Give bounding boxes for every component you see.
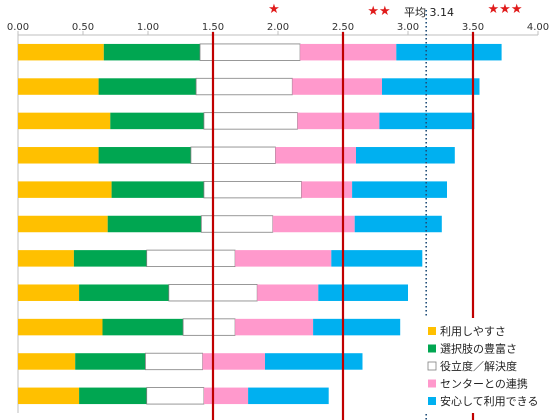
legend-box bbox=[424, 318, 538, 413]
x-tick-label: 2.50 bbox=[332, 22, 354, 33]
average-label: 平均 3.14 bbox=[404, 6, 454, 19]
star-1-annotation: ★ bbox=[268, 2, 280, 17]
legend-label: 利用しやすさ bbox=[440, 325, 506, 338]
bar-segment-series-5 bbox=[313, 318, 401, 336]
x-tick-label: 0.00 bbox=[7, 22, 29, 33]
bar-segment-series-3 bbox=[203, 180, 302, 199]
bar-row bbox=[18, 249, 423, 268]
bar-row bbox=[18, 43, 502, 61]
bar-segment-series-5 bbox=[352, 181, 447, 198]
bar-segment-series-4 bbox=[297, 112, 380, 130]
bar-segment-series-5 bbox=[354, 215, 442, 233]
bar-segment-series-4 bbox=[300, 43, 397, 61]
bar-segment-series-2 bbox=[111, 181, 204, 198]
legend-swatch bbox=[427, 361, 437, 371]
legend-swatch bbox=[428, 379, 436, 388]
star-2-annotation: ★★ bbox=[367, 4, 390, 19]
bar-segment-series-2 bbox=[102, 318, 184, 336]
bar-segment-series-5 bbox=[396, 43, 502, 61]
x-tick-label: 4.00 bbox=[527, 22, 549, 33]
bar-segment-series-3 bbox=[144, 352, 203, 371]
bar-segment-series-5 bbox=[318, 284, 408, 301]
bar-segment-series-5 bbox=[248, 387, 329, 405]
bar-segment-series-4 bbox=[203, 387, 249, 405]
bar-segment-series-5 bbox=[356, 147, 455, 164]
bar-row bbox=[18, 77, 480, 96]
bar-segment-series-4 bbox=[235, 318, 314, 336]
bar-row bbox=[18, 215, 442, 233]
bar-segment-series-3 bbox=[199, 43, 301, 61]
bar-segment-series-4 bbox=[272, 215, 355, 233]
bar-segment-series-1 bbox=[18, 181, 112, 198]
x-tick-label: 2.00 bbox=[267, 22, 289, 33]
bar-segment-series-3 bbox=[203, 112, 298, 130]
bar-segment-series-1 bbox=[18, 250, 74, 267]
bar-segment-series-1 bbox=[18, 353, 76, 370]
bar-segment-series-3 bbox=[146, 387, 205, 405]
bar-segment-series-1 bbox=[18, 78, 99, 95]
x-tick-label: 3.50 bbox=[462, 22, 484, 33]
bar-stacks bbox=[18, 43, 502, 405]
bar-segment-series-4 bbox=[301, 181, 353, 198]
bar-row bbox=[18, 318, 401, 336]
bar-row bbox=[18, 146, 455, 164]
bar-segment-series-2 bbox=[103, 43, 200, 61]
bar-segment-series-2 bbox=[79, 284, 169, 301]
bar-segment-series-1 bbox=[18, 318, 103, 336]
bar-segment-series-5 bbox=[379, 112, 475, 130]
bar-row bbox=[18, 387, 329, 405]
x-tick-label: 1.50 bbox=[202, 22, 224, 33]
x-tick-label: 1.00 bbox=[137, 22, 159, 33]
bar-segment-series-1 bbox=[18, 112, 111, 130]
x-axis-ticks: 0.00 0.50 1.00 1.50 2.00 2.50 3.00 3.50 4.00 bbox=[7, 22, 549, 35]
annotations: ★ ★★ 平均 3.14 ★★★ bbox=[268, 2, 522, 19]
bar-segment-series-2 bbox=[110, 112, 204, 130]
bar-segment-series-5 bbox=[382, 78, 480, 95]
bar-segment-series-2 bbox=[79, 387, 147, 405]
legend-label: 安心して利用できる bbox=[440, 394, 538, 408]
legend-swatch bbox=[428, 397, 436, 405]
bar-row bbox=[18, 352, 363, 371]
x-tick-label: 3.00 bbox=[397, 22, 419, 33]
bar-segment-series-2 bbox=[107, 215, 202, 233]
bar-segment-series-2 bbox=[73, 250, 147, 267]
bar-segment-series-3 bbox=[190, 146, 276, 164]
bar-segment-series-4 bbox=[275, 147, 356, 164]
bar-segment-series-4 bbox=[292, 78, 382, 95]
bar-segment-series-5 bbox=[331, 250, 423, 267]
legend-label: センターとの連携 bbox=[440, 377, 528, 391]
legend-label: 役立度／解決度 bbox=[440, 359, 517, 373]
bar-segment-series-2 bbox=[98, 147, 191, 164]
bar-segment-series-2 bbox=[75, 353, 146, 370]
bar-segment-series-2 bbox=[98, 78, 197, 95]
bar-row bbox=[18, 112, 475, 130]
bar-segment-series-1 bbox=[18, 284, 80, 301]
legend-label: 選択肢の豊富さ bbox=[440, 342, 517, 356]
bar-row bbox=[18, 180, 447, 199]
bar-segment-series-4 bbox=[257, 284, 319, 301]
bar-segment-series-3 bbox=[182, 318, 236, 336]
bar-segment-series-5 bbox=[265, 353, 363, 370]
x-tick-label: 0.50 bbox=[72, 22, 94, 33]
bar-segment-series-1 bbox=[18, 147, 99, 164]
bar-segment-series-4 bbox=[235, 250, 332, 267]
bar-segment-series-1 bbox=[18, 387, 80, 405]
bar-segment-series-3 bbox=[195, 77, 293, 96]
bar-segment-series-1 bbox=[18, 43, 104, 61]
star-3-annotation: ★★★ bbox=[488, 2, 523, 17]
legend-swatch bbox=[428, 327, 436, 335]
bar-segment-series-3 bbox=[146, 249, 236, 268]
bar-segment-series-1 bbox=[18, 215, 108, 233]
bar-segment-series-4 bbox=[202, 353, 265, 370]
legend-swatch bbox=[428, 344, 436, 353]
